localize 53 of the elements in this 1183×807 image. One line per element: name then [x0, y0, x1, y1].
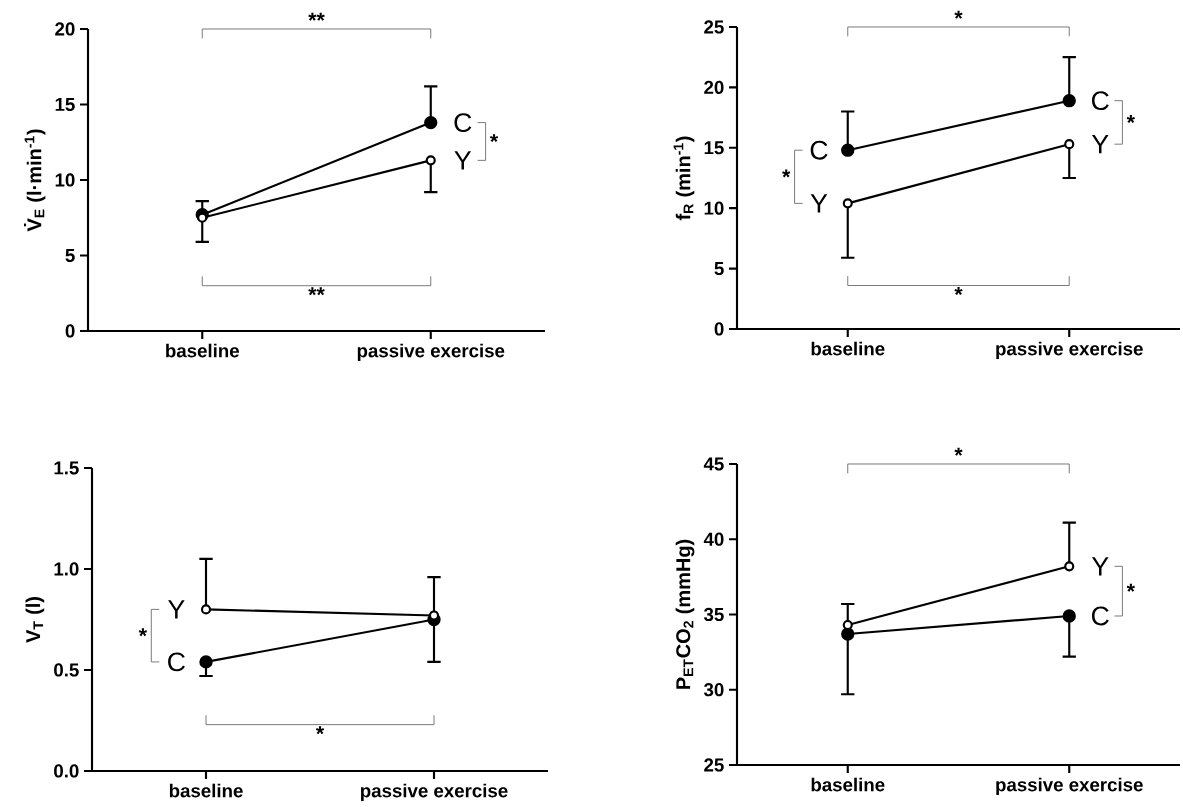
y-tick-label: 25: [704, 758, 724, 772]
y-tick-label: 15: [704, 141, 724, 155]
y-tick-label: 20: [704, 80, 724, 95]
series-label: C: [168, 652, 185, 672]
text: Y: [1091, 135, 1109, 154]
y-tick-label: 10: [704, 201, 724, 215]
y-tick-label: 35: [703, 607, 724, 622]
y-tick-label: 1.0: [54, 562, 79, 576]
y-tick-label: 5: [65, 248, 75, 263]
text: **: [308, 12, 325, 21]
y-tick-label: 40: [703, 532, 724, 546]
annotation: *: [1126, 583, 1135, 592]
y-axis-title: V̇$_{E}$ (l·min$^{-1}$): [24, 129, 46, 232]
x-tick-label: baseline: [169, 783, 243, 798]
y-tick-label: 10: [55, 173, 75, 187]
y-tick-label: 20: [55, 22, 75, 36]
y-tick-label: 1.5: [54, 461, 79, 475]
y-tick-label: 0.0: [54, 764, 79, 778]
series-label: Y: [168, 600, 185, 619]
y-axis-title: P$_{ET}$CO$_{2}$ (mmHg): [675, 539, 695, 689]
annotation: *: [1126, 115, 1135, 124]
series-label: Y: [810, 194, 828, 213]
x-tick-label: passive exercise: [996, 777, 1143, 796]
y-tick-label: 30: [703, 683, 724, 697]
annotation: *: [315, 726, 325, 735]
x-tick-label: passive exercise: [357, 343, 505, 362]
y-axis-title: V$_{T}$ (l): [25, 596, 45, 643]
x-tick-label: passive exercise: [361, 783, 508, 802]
annotation: *: [954, 287, 963, 296]
series-label: C: [454, 113, 472, 133]
y-tick-label: 0: [65, 324, 75, 338]
annotation: *: [489, 134, 499, 143]
series-label: C: [1091, 606, 1109, 626]
x-tick-label: baseline: [166, 343, 239, 358]
annotation: **: [308, 287, 325, 296]
annotation: *: [138, 628, 147, 637]
y-axis-title: f$_{R}$ (min$^{-1}$): [673, 136, 695, 221]
text: C: [1091, 91, 1109, 111]
text: *: [954, 10, 963, 19]
annotation: *: [782, 169, 791, 178]
x-tick-label: passive exercise: [996, 341, 1143, 360]
y-tick-label: 45: [703, 457, 724, 471]
series-label: C: [810, 140, 828, 160]
text: *: [954, 447, 963, 456]
y-tick-label: 0.5: [54, 663, 79, 677]
series-label: Y: [1091, 557, 1109, 576]
series-label: Y: [454, 151, 472, 170]
x-tick-label: baseline: [811, 777, 885, 792]
y-tick-label: 0: [714, 322, 724, 336]
y-tick-label: 15: [55, 97, 75, 112]
y-tick-label: 25: [704, 20, 724, 34]
y-tick-label: 5: [714, 262, 724, 276]
x-tick-label: baseline: [811, 341, 885, 356]
